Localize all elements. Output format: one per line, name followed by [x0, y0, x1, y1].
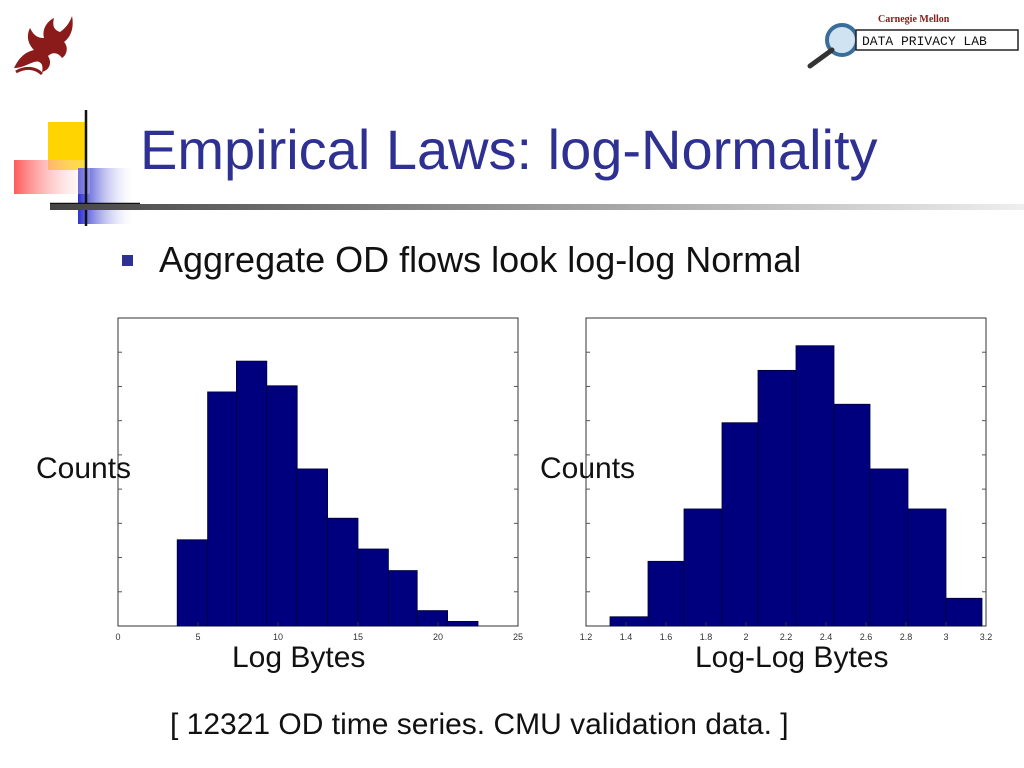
histogram-log-log-bytes: 1.2 1.4 1.6 1.8 2 2.2 2.4 2.6 2.8 3 3.2 — [580, 317, 993, 640]
logo-lab-text: DATA PRIVACY LAB — [862, 34, 987, 49]
chart2-xtick-label-3: 1.8 — [700, 632, 713, 640]
chart1-bar-4 — [296, 468, 328, 627]
chart1-bar-2 — [235, 360, 268, 627]
chart1-bar-5 — [327, 517, 359, 627]
chart2-xtick-label-7: 2.6 — [860, 632, 873, 640]
chart1-bar-9 — [447, 620, 479, 627]
chart2-bar-4 — [757, 369, 797, 627]
chart1-bar-7 — [387, 570, 418, 627]
chart2-xtick-label-6: 2.4 — [820, 632, 833, 640]
chart2-xtick-label-0: 1.2 — [580, 632, 593, 640]
chart1-ylabel: Counts — [36, 452, 132, 485]
chart2-bar-0 — [609, 616, 649, 627]
chart2-bar-1 — [647, 560, 685, 627]
chart2-bar-2 — [683, 508, 723, 627]
chart1-xtick-label-3: 15 — [353, 632, 363, 640]
chart2-bar-6 — [833, 403, 871, 627]
chart1-xtick-label-5: 25 — [513, 632, 523, 640]
chart2-xtick-label-4: 2 — [743, 632, 748, 640]
logo-institution-text: Carnegie Mellon — [878, 14, 950, 25]
chart2-xtick-label-2: 1.6 — [660, 632, 673, 640]
chart2-xtick-label-8: 2.8 — [900, 632, 913, 640]
chart2-bar-5 — [795, 345, 835, 627]
chart1-bar-8 — [416, 610, 449, 627]
decorative-squares — [14, 110, 140, 226]
footnote: [ 12321 OD time series. CMU validation d… — [170, 708, 789, 741]
chart1-xlabel: Log Bytes — [232, 641, 366, 674]
slide-title: Empirical Laws: log-Normality — [140, 118, 878, 181]
chart2-xtick-label-1: 1.4 — [620, 632, 633, 640]
chart2-ylabel: Counts — [540, 452, 636, 485]
chart1-bar-0 — [176, 539, 208, 627]
chart2-xtick-label-10: 3.2 — [980, 632, 993, 640]
chart2-bar-8 — [907, 508, 947, 627]
chart2-xlabel: Log-Log Bytes — [695, 641, 889, 674]
chart1-xtick-label-1: 5 — [195, 632, 200, 640]
chart1-bar-3 — [266, 385, 298, 627]
chart1-xtick-label-2: 10 — [273, 632, 283, 640]
bullet-item: Aggregate OD flows look log-log Normal — [122, 238, 801, 282]
chart1-bar-6 — [357, 548, 389, 627]
chart2-bar-9 — [945, 597, 983, 627]
data-privacy-lab-logo: Carnegie Mellon DATA PRIVACY LAB — [807, 14, 1019, 69]
bullet-text: Aggregate OD flows look log-log Normal — [159, 239, 802, 280]
chart2-xtick-label-5: 2.2 — [780, 632, 793, 640]
chart1-xtick-label-0: 0 — [115, 632, 120, 640]
histogram-log-bytes: 0 5 10 15 20 25 — [115, 317, 523, 640]
chart2-bar-3 — [721, 422, 759, 627]
chart2-bar-7 — [869, 468, 909, 627]
chart1-xtick-label-4: 20 — [433, 632, 443, 640]
dragon-logo-icon — [14, 16, 73, 76]
chart2-xtick-label-9: 3 — [943, 632, 948, 640]
title-underline — [50, 204, 1024, 210]
chart1-bar-1 — [207, 391, 237, 627]
bullet-square-icon — [122, 254, 133, 266]
